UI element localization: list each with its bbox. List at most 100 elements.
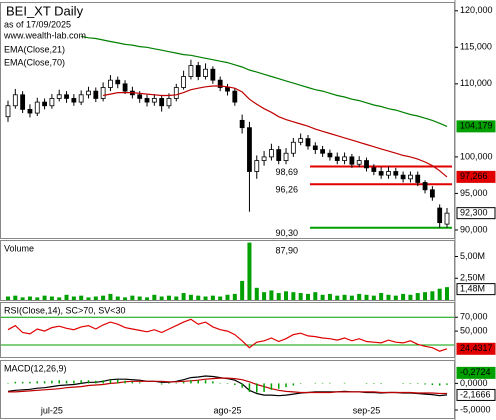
candle-body <box>159 98 165 107</box>
candle-body <box>115 79 121 85</box>
candle-body <box>290 141 296 154</box>
volume-bar <box>357 293 362 300</box>
volume-bar <box>159 296 164 300</box>
volume-bar <box>240 280 245 300</box>
volume-bar <box>269 290 274 300</box>
volume-bar <box>35 297 40 300</box>
panel-title: Volume <box>4 243 34 253</box>
candle-body <box>268 149 274 158</box>
volume-bar <box>13 295 18 300</box>
y-tick-label: 90,000 <box>460 224 488 234</box>
candle-body <box>276 149 282 161</box>
candle-body <box>393 171 399 176</box>
candle-body <box>34 101 40 114</box>
volume-bar <box>349 295 354 300</box>
candle-body <box>342 156 347 161</box>
candle-body <box>254 160 260 172</box>
candle-body <box>173 87 179 99</box>
level-label: 90,30 <box>275 228 298 238</box>
volume-bar <box>247 242 252 300</box>
chart-title: BEI_XT Daily <box>6 3 84 18</box>
candle-body <box>408 174 413 180</box>
volume-bar <box>188 294 193 300</box>
candle-body <box>217 79 223 88</box>
volume-bar <box>320 294 325 300</box>
volume-bar <box>123 297 128 300</box>
volume-bar <box>276 293 281 300</box>
candle-body <box>210 68 216 81</box>
candle-body <box>144 98 150 103</box>
volume-bar <box>342 294 347 300</box>
x-tick-label: jul-25 <box>40 405 63 415</box>
volume-bar <box>49 296 54 300</box>
volume-bar <box>430 291 435 300</box>
candle-body <box>444 212 450 225</box>
panel-title: RSI(Close,14), SC>70, SV<30 <box>4 305 126 315</box>
candle-body <box>86 90 91 96</box>
value-badge-label: -0,2724 <box>460 367 491 377</box>
candle-body <box>429 189 435 198</box>
volume-bar <box>101 295 106 300</box>
volume-bar <box>393 295 398 300</box>
candle-body <box>225 87 230 92</box>
series-line <box>8 377 447 395</box>
candle-body <box>239 119 245 129</box>
volume-bar <box>415 293 420 300</box>
candle-body <box>42 101 47 107</box>
candle-body <box>78 94 84 103</box>
volume-bar <box>371 295 376 300</box>
candle-body <box>100 87 106 99</box>
chart-source: www.wealth-lab.com <box>3 30 86 40</box>
volume-bar <box>327 293 332 300</box>
volume-bar <box>203 296 208 300</box>
value-badge <box>456 388 496 401</box>
volume-bar <box>79 295 84 300</box>
candle-body <box>261 156 267 161</box>
volume-bar <box>401 293 406 300</box>
y-tick-label: -5,0000 <box>460 404 491 414</box>
level-label: 87,90 <box>275 246 298 256</box>
value-badge-label: 92,300 <box>460 208 488 218</box>
candle-body <box>27 109 33 114</box>
candle-body <box>437 207 443 224</box>
volume-bar <box>108 293 113 300</box>
legend-entry: EMA(Close,70) <box>4 57 65 67</box>
candle-body <box>20 94 26 110</box>
candle-body <box>371 167 377 172</box>
value-badge <box>456 207 496 220</box>
candle-body <box>49 98 55 107</box>
volume-bar <box>284 291 289 300</box>
x-tick-label: sep-25 <box>353 405 381 415</box>
legend-entry: EMA(Close,21) <box>4 44 65 54</box>
volume-bar <box>145 297 150 300</box>
volume-bar <box>386 294 391 300</box>
value-badge-label: 104,179 <box>460 121 493 131</box>
candle-body <box>400 174 406 180</box>
plot-area <box>5 35 452 229</box>
volume-bar <box>20 297 25 300</box>
value-badge <box>456 342 496 355</box>
value-badge-label: 97,266 <box>460 171 488 181</box>
candle-body <box>283 152 289 161</box>
volume-bar <box>225 294 230 300</box>
value-badge <box>456 283 496 296</box>
volume-bar <box>291 292 296 300</box>
volume-bar <box>196 295 201 300</box>
level-label: 98,69 <box>275 167 298 177</box>
y-tick-label: 5,00M <box>460 251 485 261</box>
volume-bar <box>313 292 318 300</box>
value-badge-label: -2,1666 <box>460 389 491 399</box>
candle-body <box>5 105 11 118</box>
value-badge <box>456 120 496 133</box>
candle-body <box>356 160 362 165</box>
candle-body <box>203 68 208 77</box>
volume-bar <box>6 296 10 300</box>
candle-body <box>232 90 238 103</box>
candle-body <box>247 127 252 172</box>
volume-bar <box>152 294 157 300</box>
candle-body <box>71 98 77 103</box>
volume-bar <box>115 296 120 300</box>
y-tick-label: 115,000 <box>460 42 492 52</box>
candle-body <box>166 98 172 107</box>
volume-bar <box>445 287 449 300</box>
